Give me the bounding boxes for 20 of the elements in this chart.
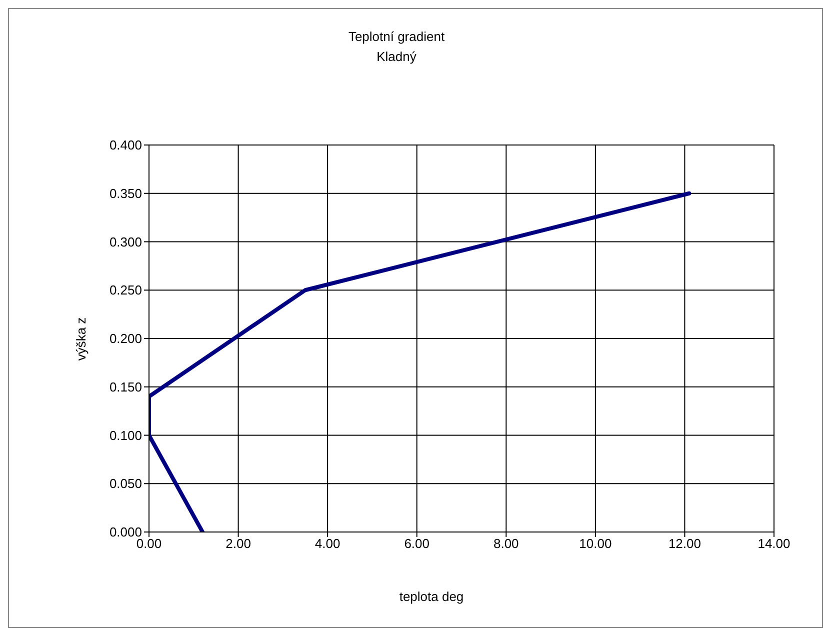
y-tick-label: 0.200: [109, 331, 142, 346]
x-tick-label: 14.00: [758, 536, 790, 552]
x-tick-label: 10.00: [579, 536, 612, 552]
y-tick-label: 0.400: [109, 138, 142, 153]
chart-subtitle: Kladný: [376, 48, 418, 66]
x-tick-label: 12.00: [668, 536, 701, 552]
x-tick-label: 2.00: [226, 536, 251, 552]
x-tick-label: 4.00: [314, 536, 340, 552]
line-series: [149, 191, 692, 532]
y-tick-label: 0.250: [109, 282, 142, 298]
x-tick-label: 8.00: [493, 536, 519, 552]
x-axis-title: teplota deg: [398, 589, 465, 604]
y-tick-label: 0.100: [109, 428, 142, 443]
y-tick-label: 0.050: [109, 476, 142, 492]
y-axis-title: výška z: [74, 317, 88, 361]
y-tick-label: 0.150: [109, 379, 142, 394]
chart-title: Teplotní gradient: [347, 28, 446, 46]
y-tick-label: 0.350: [109, 186, 142, 201]
y-tick-label: 0.300: [109, 234, 142, 250]
x-tick-label: 6.00: [404, 536, 430, 552]
